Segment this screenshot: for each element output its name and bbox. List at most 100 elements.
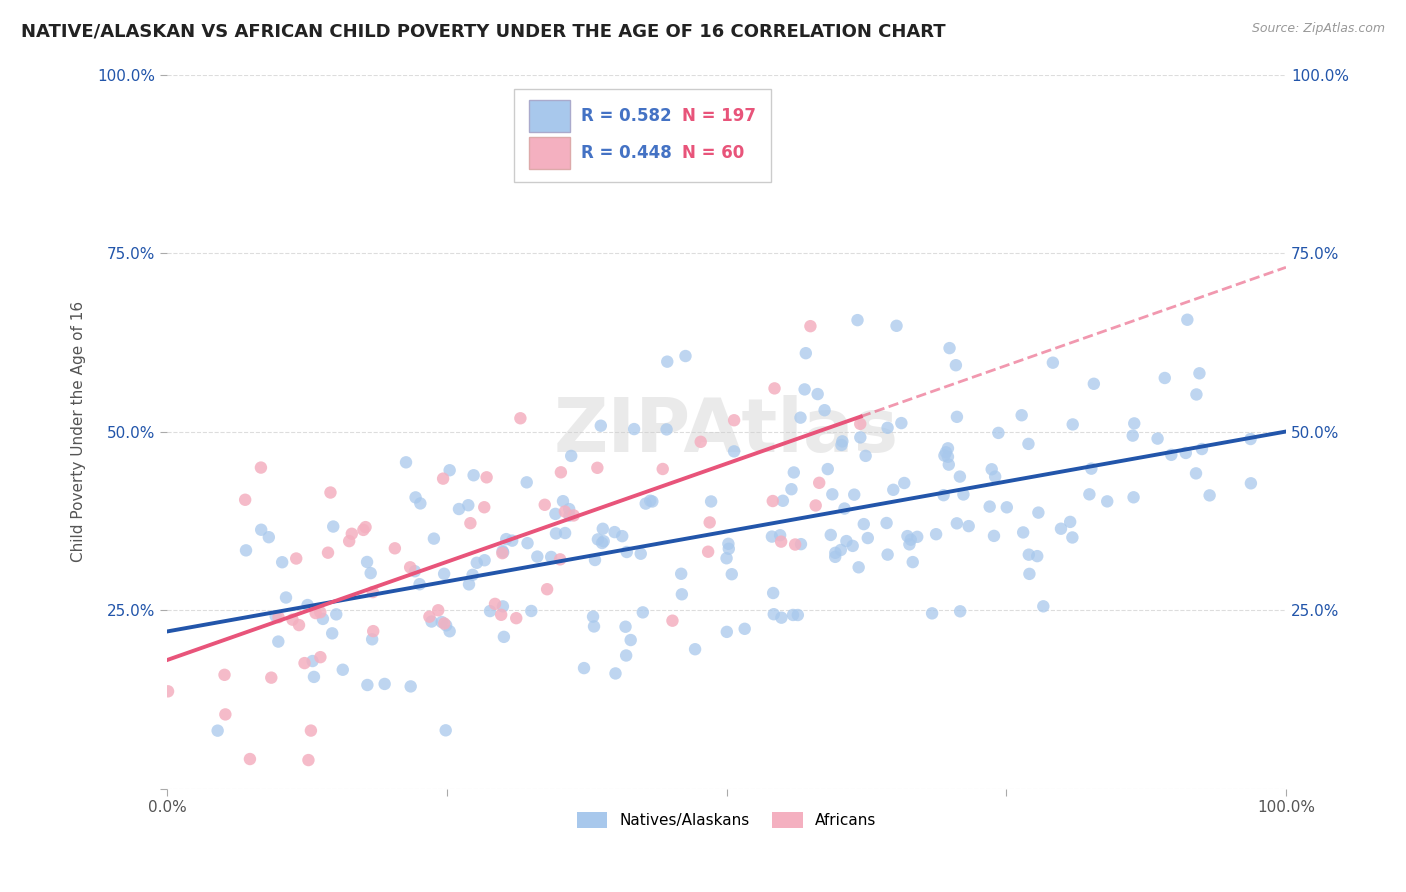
- Point: [475, 470, 498, 484]
- Point: [669, 566, 692, 581]
- Point: [1026, 549, 1049, 563]
- Point: [592, 522, 614, 536]
- Point: [946, 516, 969, 531]
- Point: [427, 603, 450, 617]
- Point: [620, 633, 643, 648]
- Point: [638, 493, 661, 508]
- Point: [938, 458, 960, 472]
- Point: [813, 403, 835, 417]
- Point: [250, 460, 273, 475]
- Point: [352, 523, 374, 537]
- Point: [505, 611, 527, 625]
- Point: [834, 501, 856, 516]
- Point: [1153, 371, 1175, 385]
- Point: [267, 610, 290, 624]
- Point: [420, 615, 443, 629]
- Point: [540, 549, 562, 564]
- Point: [257, 530, 280, 544]
- Point: [239, 752, 262, 766]
- Point: [305, 606, 328, 620]
- Point: [432, 472, 454, 486]
- Point: [495, 532, 517, 546]
- Point: [1062, 417, 1084, 432]
- Legend: Natives/Alaskans, Africans: Natives/Alaskans, Africans: [571, 806, 883, 834]
- Point: [1018, 548, 1040, 562]
- Point: [572, 661, 595, 675]
- Point: [250, 523, 273, 537]
- Point: [492, 630, 515, 644]
- Point: [856, 531, 879, 545]
- Point: [987, 425, 1010, 440]
- Point: [294, 656, 316, 670]
- Y-axis label: Child Poverty Under the Age of 16: Child Poverty Under the Age of 16: [72, 301, 86, 562]
- Point: [157, 684, 180, 698]
- Point: [533, 498, 555, 512]
- Point: [288, 618, 311, 632]
- Point: [439, 624, 461, 639]
- Point: [697, 545, 720, 559]
- Point: [614, 648, 637, 663]
- Point: [723, 413, 745, 427]
- Text: N = 60: N = 60: [682, 145, 744, 162]
- Point: [1095, 494, 1118, 508]
- Point: [921, 607, 943, 621]
- Point: [332, 663, 354, 677]
- Point: [583, 553, 606, 567]
- Point: [271, 555, 294, 569]
- Point: [491, 544, 513, 558]
- Point: [489, 607, 512, 622]
- Point: [785, 537, 807, 551]
- Point: [763, 381, 786, 395]
- Point: [807, 387, 830, 401]
- Point: [554, 526, 576, 541]
- Point: [1032, 599, 1054, 614]
- Point: [1185, 387, 1208, 401]
- Point: [472, 500, 495, 515]
- Point: [932, 488, 955, 502]
- Point: [770, 610, 793, 624]
- Point: [1028, 506, 1050, 520]
- Point: [589, 418, 612, 433]
- Text: NATIVE/ALASKAN VS AFRICAN CHILD POVERTY UNDER THE AGE OF 16 CORRELATION CHART: NATIVE/ALASKAN VS AFRICAN CHILD POVERTY …: [21, 22, 946, 40]
- Point: [544, 507, 567, 521]
- Point: [516, 475, 538, 490]
- Point: [876, 516, 898, 530]
- Point: [434, 618, 457, 632]
- Point: [848, 560, 870, 574]
- Point: [793, 383, 815, 397]
- Point: [447, 502, 470, 516]
- Point: [1018, 566, 1040, 581]
- Point: [582, 619, 605, 633]
- Text: N = 197: N = 197: [682, 107, 756, 125]
- Point: [641, 494, 664, 508]
- Point: [831, 434, 853, 449]
- Point: [820, 528, 842, 542]
- Point: [925, 527, 948, 541]
- Point: [936, 442, 959, 456]
- Point: [794, 346, 817, 360]
- Point: [264, 609, 287, 624]
- Point: [356, 555, 378, 569]
- Point: [945, 358, 967, 372]
- Point: [936, 450, 959, 464]
- Point: [558, 508, 581, 523]
- Point: [1123, 417, 1146, 431]
- Point: [586, 460, 609, 475]
- Point: [849, 430, 872, 444]
- Point: [465, 556, 488, 570]
- Text: Source: ZipAtlas.com: Source: ZipAtlas.com: [1251, 22, 1385, 36]
- Point: [1050, 522, 1073, 536]
- Point: [586, 533, 609, 547]
- Point: [1175, 312, 1198, 326]
- Point: [544, 526, 567, 541]
- Point: [683, 642, 706, 657]
- Point: [717, 541, 740, 556]
- Point: [399, 560, 422, 574]
- Point: [516, 536, 538, 550]
- Point: [734, 622, 756, 636]
- Point: [360, 566, 382, 580]
- Point: [655, 422, 678, 436]
- Point: [846, 313, 869, 327]
- Point: [309, 650, 332, 665]
- Point: [824, 546, 846, 560]
